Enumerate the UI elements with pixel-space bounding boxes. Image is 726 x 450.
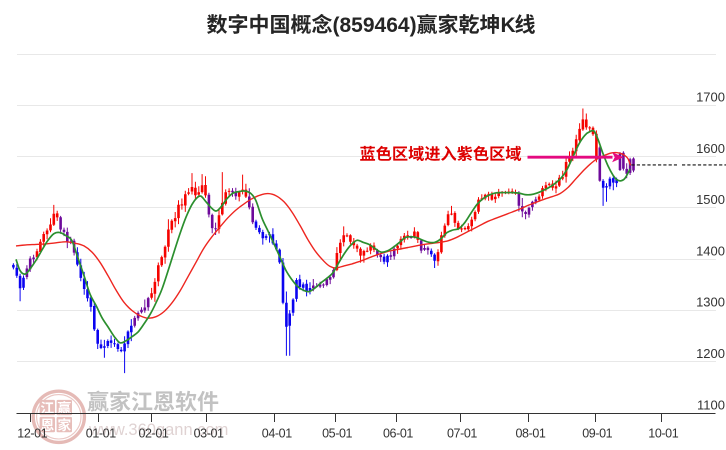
- svg-text:1100: 1100: [697, 397, 725, 412]
- svg-text:1700: 1700: [696, 90, 725, 105]
- svg-text:1400: 1400: [696, 244, 725, 259]
- svg-text:K: K: [501, 14, 516, 37]
- svg-text:www.360gann.com: www.360gann.com: [88, 421, 228, 439]
- svg-text:04-01: 04-01: [262, 427, 292, 441]
- svg-text:03-01: 03-01: [194, 427, 224, 441]
- svg-text:(859464): (859464): [333, 14, 417, 37]
- svg-text:10-01: 10-01: [648, 427, 678, 441]
- svg-text:06-01: 06-01: [383, 427, 413, 441]
- svg-text:08-01: 08-01: [516, 427, 546, 441]
- svg-text:1200: 1200: [696, 346, 725, 361]
- svg-text:02-01: 02-01: [139, 427, 169, 441]
- svg-text:09-01: 09-01: [582, 427, 612, 441]
- svg-text:05-01: 05-01: [322, 427, 352, 441]
- svg-text:01-01: 01-01: [86, 427, 116, 441]
- svg-text:12-01: 12-01: [17, 427, 47, 441]
- svg-text:07-01: 07-01: [447, 427, 477, 441]
- svg-text:1600: 1600: [696, 141, 725, 156]
- svg-text:1500: 1500: [696, 192, 725, 207]
- svg-text:1300: 1300: [696, 295, 725, 310]
